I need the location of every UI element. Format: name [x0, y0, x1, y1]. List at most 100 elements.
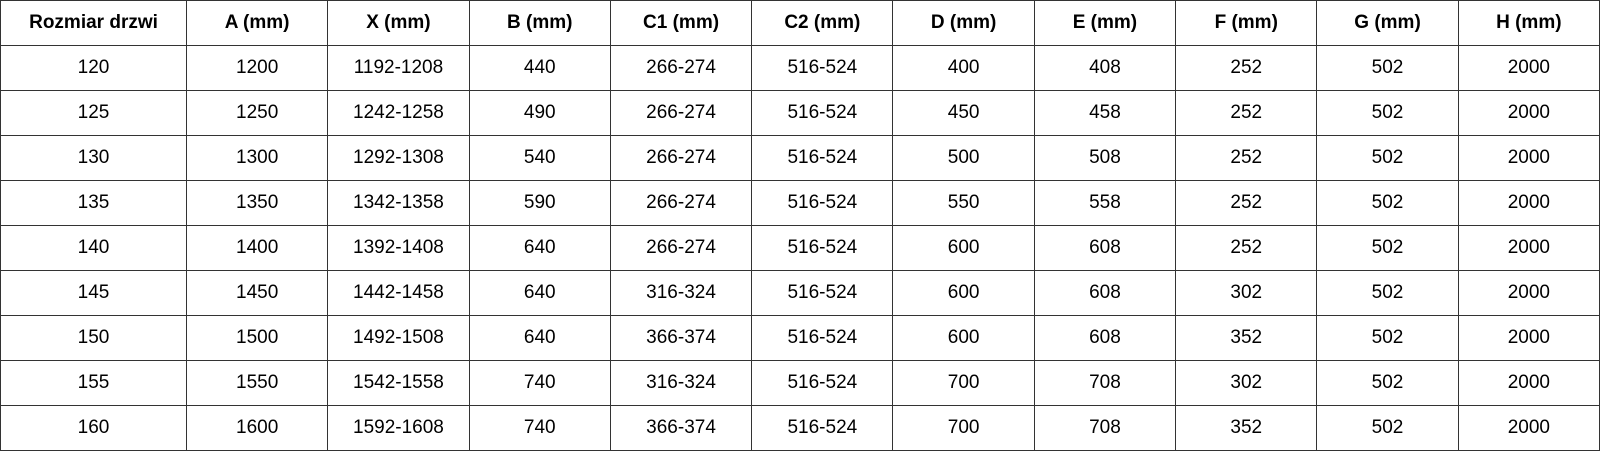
table-row: 145 1450 1442-1458 640 316-324 516-524 600 608 3… — [0, 270, 1600, 316]
table-cell: 1200 — [185, 45, 329, 91]
table-cell: 1342-1358 — [327, 180, 470, 226]
table-row: 155 1550 1542-1558 740 316-324 516-524 700 708 3… — [0, 360, 1600, 406]
column-header: A (mm) — [185, 0, 329, 46]
table-cell: 252 — [1175, 180, 1318, 226]
table-cell: 316-324 — [609, 270, 753, 316]
table-cell: 440 — [468, 45, 611, 91]
table-cell: 516-524 — [751, 270, 894, 316]
table-cell: 2000 — [1457, 180, 1600, 226]
table-cell: 1250 — [185, 90, 329, 136]
column-header: H (mm) — [1457, 0, 1600, 46]
table-cell: 145 — [0, 270, 187, 316]
table-cell: 120 — [0, 45, 187, 91]
table-cell: 590 — [468, 180, 611, 226]
table-cell: 366-374 — [609, 315, 753, 361]
column-header: D (mm) — [892, 0, 1035, 46]
table-cell: 1442-1458 — [327, 270, 470, 316]
table-cell: 252 — [1175, 90, 1318, 136]
table-cell: 502 — [1316, 360, 1459, 406]
table-cell: 2000 — [1457, 90, 1600, 136]
table-cell: 540 — [468, 135, 611, 181]
column-header: F (mm) — [1175, 0, 1318, 46]
table-cell: 600 — [892, 225, 1035, 271]
table-cell: 502 — [1316, 270, 1459, 316]
table-cell: 516-524 — [751, 360, 894, 406]
table-row: 160 1600 1592-1608 740 366-374 516-524 700 708 3… — [0, 405, 1600, 451]
table-cell: 502 — [1316, 315, 1459, 361]
table-cell: 302 — [1175, 270, 1318, 316]
table-cell: 252 — [1175, 135, 1318, 181]
table-cell: 600 — [892, 270, 1035, 316]
table-row: 120 1200 1192-1208 440 266-274 516-524 400 408 2… — [0, 45, 1600, 91]
table-cell: 252 — [1175, 225, 1318, 271]
table-cell: 1542-1558 — [327, 360, 470, 406]
table-cell: 1492-1508 — [327, 315, 470, 361]
table-cell: 490 — [468, 90, 611, 136]
table-row: 150 1500 1492-1508 640 366-374 516-524 600 608 3… — [0, 315, 1600, 361]
table-cell: 1450 — [185, 270, 329, 316]
table-cell: 508 — [1033, 135, 1177, 181]
table-cell: 2000 — [1457, 45, 1600, 91]
table-cell: 1350 — [185, 180, 329, 226]
table-cell: 125 — [0, 90, 187, 136]
table-cell: 640 — [468, 225, 611, 271]
column-header: C1 (mm) — [609, 0, 753, 46]
table-cell: 266-274 — [609, 90, 753, 136]
table-cell: 502 — [1316, 135, 1459, 181]
table-cell: 140 — [0, 225, 187, 271]
table-cell: 2000 — [1457, 405, 1600, 451]
table-row: 135 1350 1342-1358 590 266-274 516-524 550 558 2… — [0, 180, 1600, 226]
table-cell: 740 — [468, 360, 611, 406]
table-cell: 266-274 — [609, 135, 753, 181]
header-row: Rozmiar drzwi A (mm) X (mm) B (mm) C1 (mm) C2… — [0, 0, 1600, 46]
table-cell: 608 — [1033, 315, 1177, 361]
table-cell: 160 — [0, 405, 187, 451]
table-cell: 450 — [892, 90, 1035, 136]
table-cell: 502 — [1316, 45, 1459, 91]
table-cell: 135 — [0, 180, 187, 226]
table-cell: 1300 — [185, 135, 329, 181]
column-header: G (mm) — [1316, 0, 1459, 46]
table-cell: 1500 — [185, 315, 329, 361]
table-cell: 2000 — [1457, 360, 1600, 406]
table-cell: 600 — [892, 315, 1035, 361]
table-cell: 516-524 — [751, 315, 894, 361]
table-cell: 2000 — [1457, 270, 1600, 316]
table-cell: 252 — [1175, 45, 1318, 91]
table-cell: 458 — [1033, 90, 1177, 136]
table-cell: 266-274 — [609, 225, 753, 271]
table-row: 130 1300 1292-1308 540 266-274 516-524 500 508 2… — [0, 135, 1600, 181]
table-cell: 266-274 — [609, 180, 753, 226]
table-cell: 408 — [1033, 45, 1177, 91]
table-cell: 352 — [1175, 405, 1318, 451]
table-cell: 2000 — [1457, 315, 1600, 361]
table-cell: 516-524 — [751, 135, 894, 181]
table-cell: 516-524 — [751, 180, 894, 226]
table-cell: 516-524 — [751, 225, 894, 271]
table-cell: 1400 — [185, 225, 329, 271]
column-header: X (mm) — [327, 0, 470, 46]
table-row: 125 1250 1242-1258 490 266-274 516-524 450 458 2… — [0, 90, 1600, 136]
table-cell: 500 — [892, 135, 1035, 181]
table-cell: 502 — [1316, 90, 1459, 136]
table-cell: 150 — [0, 315, 187, 361]
table-cell: 302 — [1175, 360, 1318, 406]
column-header: E (mm) — [1033, 0, 1177, 46]
table-cell: 502 — [1316, 180, 1459, 226]
table-cell: 740 — [468, 405, 611, 451]
table-cell: 608 — [1033, 270, 1177, 316]
table-cell: 1392-1408 — [327, 225, 470, 271]
table-cell: 700 — [892, 360, 1035, 406]
table-cell: 708 — [1033, 405, 1177, 451]
table-cell: 2000 — [1457, 225, 1600, 271]
table-cell: 1600 — [185, 405, 329, 451]
table-cell: 608 — [1033, 225, 1177, 271]
table-cell: 1192-1208 — [327, 45, 470, 91]
table-cell: 640 — [468, 270, 611, 316]
table-cell: 516-524 — [751, 45, 894, 91]
table-cell: 316-324 — [609, 360, 753, 406]
table-cell: 130 — [0, 135, 187, 181]
table-cell: 700 — [892, 405, 1035, 451]
table-cell: 1292-1308 — [327, 135, 470, 181]
